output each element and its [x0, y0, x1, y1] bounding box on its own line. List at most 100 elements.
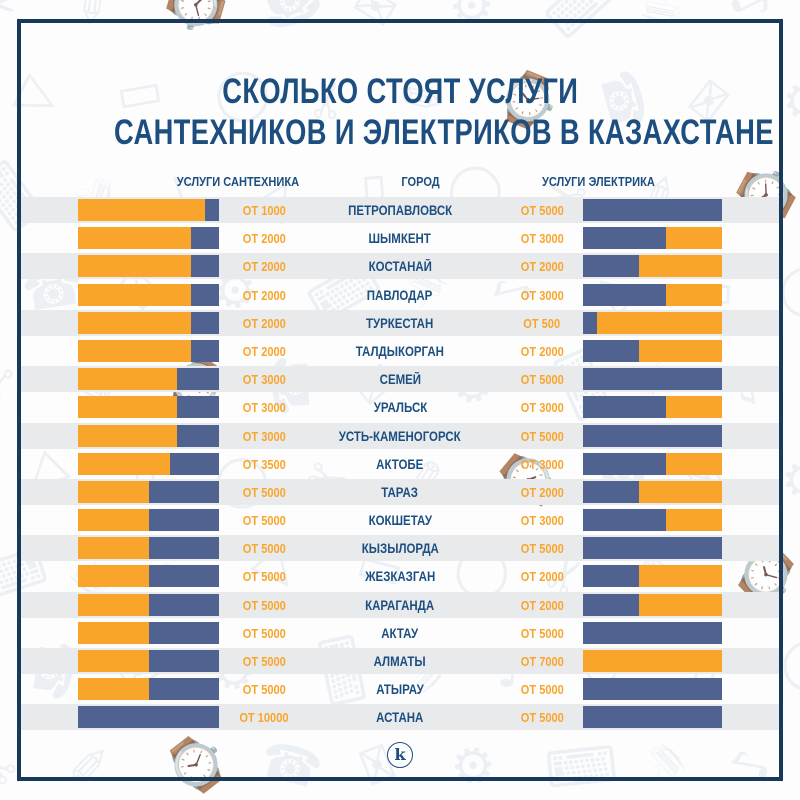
plumber-price-bar — [78, 255, 219, 278]
pattern-doodle-icon: ⚙ — [781, 70, 800, 130]
plumber-price-label: ОТ 5000 — [242, 513, 286, 529]
electrician-price-bar — [583, 339, 722, 362]
electrician-bar-fill — [583, 509, 667, 532]
plumber-price-bar — [78, 706, 219, 729]
electrician-price-bar — [583, 227, 722, 250]
page-title-line2: САНТЕХНИКОВ И ЭЛЕКТРИКОВ В КАЗАХСТАНЕ — [21, 114, 779, 152]
page-title-line2-text: САНТЕХНИКОВ И ЭЛЕКТРИКОВ В КАЗАХСТАНЕ — [114, 113, 774, 152]
plumber-bar-fill — [78, 621, 149, 644]
city-label: ЖЕЗКАЗГАН — [364, 569, 436, 585]
plumber-price-bar — [78, 311, 219, 334]
plumber-price-label: ОТ 10000 — [239, 710, 289, 726]
electrician-price-bar — [583, 593, 722, 616]
electrician-bar-fill — [583, 311, 597, 334]
city-label: ПАВЛОДАР — [367, 287, 433, 303]
electrician-bar-fill — [583, 424, 722, 447]
pattern-doodle-icon: ✂ — [0, 0, 17, 30]
table-row: ОТ 5000 ЖЕЗКАЗГАН ОТ 2000 — [21, 563, 779, 589]
electrician-price-label: ОТ 500 — [523, 315, 561, 331]
electrician-bar-fill — [583, 621, 722, 644]
table-row: ОТ 3500 АКТОБЕ ОТ 3000 — [21, 451, 779, 477]
plumber-bar-fill — [78, 452, 170, 475]
plumber-price-bar — [78, 283, 219, 306]
plumber-price-label: ОТ 3000 — [242, 428, 286, 444]
electrician-price-bar — [583, 424, 722, 447]
electrician-price-bar — [583, 621, 722, 644]
plumber-price-label: ОТ 5000 — [242, 597, 286, 613]
table-row: ОТ 5000 КЫЗЫЛОРДА ОТ 5000 — [21, 535, 779, 562]
city-label: АТЫРАУ — [376, 682, 424, 698]
table-row: ОТ 5000 АЛМАТЫ ОТ 7000 — [21, 648, 779, 674]
plumber-price-label: ОТ 5000 — [242, 625, 286, 641]
plumber-price-bar — [78, 509, 219, 532]
plumber-price-bar — [78, 650, 219, 672]
plumber-price-label: ОТ 2000 — [242, 231, 286, 247]
column-header-plumber-text: УСЛУГИ САНТЕХНИКА — [176, 174, 300, 189]
price-table: ОТ 1000 ПЕТРОПАВЛОВСК ОТ 5000 ОТ 2000 ШЫ… — [21, 197, 779, 733]
column-header-electrician: УСЛУГИ ЭЛЕКТРИКА — [458, 174, 738, 190]
plumber-bar-fill — [78, 424, 177, 447]
electrician-price-label: ОТ 2000 — [520, 597, 564, 613]
electrician-price-label: ОТ 5000 — [520, 625, 564, 641]
plumber-bar-fill — [78, 396, 177, 419]
city-label: УСТЬ-КАМЕНОГОРСК — [339, 428, 461, 444]
table-row: ОТ 5000 АКТАУ ОТ 5000 — [21, 620, 779, 646]
electrician-price-bar — [583, 311, 722, 334]
electrician-price-label: ОТ 3000 — [520, 400, 564, 416]
column-header-city: ГОРОД — [321, 174, 521, 190]
city-label: ТАЛДЫКОРГАН — [355, 343, 445, 359]
electrician-bar-fill — [583, 199, 722, 221]
electrician-price-bar — [583, 255, 722, 278]
electrician-price-label: ОТ 2000 — [520, 259, 564, 275]
table-row: ОТ 5000 ТАРАЗ ОТ 2000 — [21, 478, 779, 505]
electrician-price-label: ОТ 5000 — [520, 428, 564, 444]
table-row: ОТ 2000 ТАЛДЫКОРГАН ОТ 2000 — [21, 338, 779, 364]
plumber-price-bar — [78, 537, 219, 560]
electrician-price-label: ОТ 3000 — [520, 231, 564, 247]
plumber-price-label: ОТ 5000 — [242, 541, 286, 557]
plumber-price-bar — [78, 199, 219, 221]
plumber-price-label: ОТ 3000 — [242, 400, 286, 416]
brand-logo-k-icon: k — [387, 742, 413, 768]
city-label: АЛМАТЫ — [373, 654, 426, 669]
electrician-price-bar — [583, 396, 722, 419]
electrician-bar-fill — [583, 339, 639, 362]
plumber-bar-fill — [78, 537, 149, 560]
city-label: КАРАГАНДА — [365, 597, 435, 613]
plumber-bar-fill — [78, 650, 149, 672]
column-header-plumber: УСЛУГИ САНТЕХНИКА — [98, 174, 378, 190]
electrician-price-bar — [583, 678, 722, 701]
plumber-price-bar — [78, 368, 219, 391]
city-label: АКТОБЕ — [376, 456, 424, 472]
plumber-price-label: ОТ 2000 — [242, 259, 286, 275]
electrician-price-label: ОТ 2000 — [520, 343, 564, 359]
plumber-bar-fill — [78, 565, 149, 588]
city-label: АКТАУ — [381, 625, 419, 641]
plumber-price-bar — [78, 227, 219, 250]
table-row: ОТ 2000 ТУРКЕСТАН ОТ 500 — [21, 309, 779, 336]
table-row: ОТ 2000 КОСТАНАЙ ОТ 2000 — [21, 253, 779, 280]
table-row: ОТ 2000 ПАВЛОДАР ОТ 3000 — [21, 282, 779, 308]
plumber-price-bar — [78, 424, 219, 447]
plumber-price-label: ОТ 2000 — [242, 343, 286, 359]
electrician-price-bar — [583, 537, 722, 560]
electrician-price-bar — [583, 565, 722, 588]
plumber-bar-fill — [78, 368, 177, 391]
city-label: СЕМЕЙ — [379, 372, 421, 388]
table-row: ОТ 5000 КОКШЕТАУ ОТ 3000 — [21, 507, 779, 533]
plumber-price-bar — [78, 678, 219, 701]
table-row: ОТ 5000 АТЫРАУ ОТ 5000 — [21, 676, 779, 702]
table-row: ОТ 1000 ПЕТРОПАВЛОВСК ОТ 5000 — [21, 197, 779, 223]
electrician-price-label: ОТ 5000 — [520, 203, 564, 218]
electrician-price-bar — [583, 706, 722, 729]
electrician-price-bar — [583, 480, 722, 503]
plumber-price-label: ОТ 2000 — [242, 287, 286, 303]
electrician-bar-fill — [583, 565, 639, 588]
page-title-line1-text: СКОЛЬКО СТОЯТ УСЛУГИ — [221, 72, 579, 111]
plumber-bar-fill — [78, 283, 191, 306]
plumber-bar-fill — [78, 593, 149, 616]
plumber-price-label: ОТ 5000 — [242, 682, 286, 698]
plumber-price-bar — [78, 339, 219, 362]
electrician-price-label: ОТ 5000 — [520, 710, 564, 726]
plumber-price-bar — [78, 396, 219, 419]
